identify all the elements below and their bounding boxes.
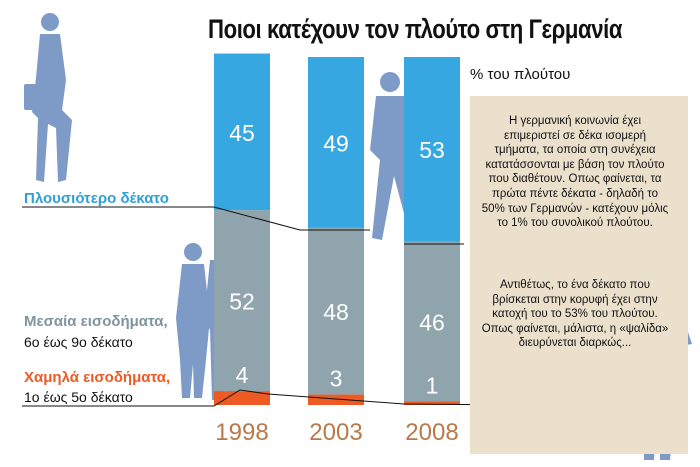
bar-middle-1998	[214, 210, 270, 392]
year-label-2008: 2008	[405, 419, 458, 446]
bar-top-2003	[308, 57, 364, 228]
bar-middle-2003	[308, 227, 364, 395]
chart-title: Ποιοι κατέχουν τον πλούτο στη Γερμανία	[208, 14, 623, 44]
explanation-box: Η γερμανική κοινωνία έχει επιμεριστεί σε…	[470, 96, 688, 454]
bar-middle-2008	[404, 241, 460, 402]
bar-value-middle-2008: 46	[419, 309, 445, 335]
bar-value-top-2003: 49	[323, 130, 349, 156]
legend-middle-title: Μεσαία εισοδήματα,	[24, 313, 168, 330]
legend-middle-range: 6ο έως 9ο δέκατο	[24, 334, 133, 350]
bar-low-2008	[404, 401, 460, 405]
explanation-paragraph-2: Αντιθέτως, το ένα δέκατο που βρίσκεται σ…	[481, 279, 669, 350]
explanation-paragraph-1: Η γερμανική κοινωνία έχει επιμεριστεί σε…	[481, 115, 669, 230]
legend-low-title: Χαμηλά εισοδήματα,	[24, 369, 171, 386]
bar-labels-layer: 4 52 45 3 48 49 1 46 53	[229, 120, 445, 399]
legend-low-range: 1ο έως 5ο δέκατο	[24, 389, 133, 405]
year-label-1998: 1998	[215, 419, 268, 446]
bar-value-middle-2003: 48	[323, 299, 349, 325]
bar-top-1998	[214, 53, 270, 211]
bar-value-low-2008: 1	[426, 373, 439, 399]
bar-value-top-2008: 53	[419, 137, 445, 163]
unit-label: % του πλούτου	[470, 66, 571, 83]
bar-top-2008	[404, 57, 460, 242]
bar-value-top-1998: 45	[229, 120, 255, 146]
bar-value-low-1998: 4	[236, 362, 249, 388]
leader-lines	[22, 206, 637, 407]
legend-top-decile: Πλουσιότερο δέκατο	[24, 190, 169, 207]
leader-line-top	[22, 206, 370, 231]
walking-woman-icon	[24, 13, 72, 182]
year-labels: 1998 2003 2008	[215, 419, 458, 446]
bar-low-1998	[214, 391, 270, 405]
leader-line-low	[22, 389, 637, 407]
year-label-2003: 2003	[309, 419, 362, 446]
bar-value-low-2003: 3	[330, 366, 343, 392]
bar-value-middle-1998: 52	[229, 289, 255, 315]
bar-low-2003	[308, 394, 364, 405]
bars-layer	[214, 53, 460, 405]
